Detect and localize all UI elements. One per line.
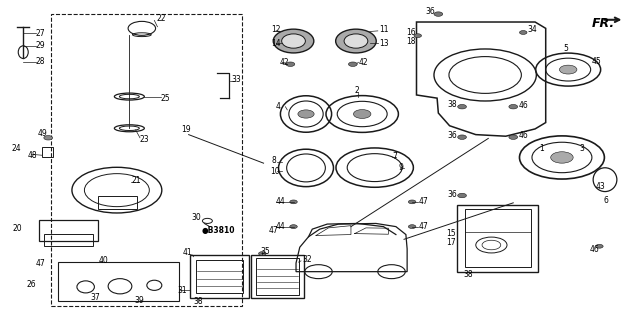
Text: 39: 39 [134,296,144,305]
Ellipse shape [282,34,305,48]
Text: 8: 8 [271,156,277,165]
Circle shape [520,31,527,34]
Text: 37: 37 [90,292,100,301]
Circle shape [286,62,295,67]
Text: 2: 2 [354,86,359,95]
Circle shape [509,105,518,109]
Text: 15: 15 [446,229,456,238]
Bar [457,205,538,272]
Text: 49: 49 [38,129,48,138]
Bar [190,255,249,298]
Text: 3: 3 [579,144,584,153]
Text: 47: 47 [418,197,428,206]
Circle shape [290,200,297,204]
Bar [465,210,530,267]
Ellipse shape [273,29,314,53]
Text: 25: 25 [161,94,170,103]
Text: ●B3810: ●B3810 [201,226,234,235]
Text: 38: 38 [448,100,457,109]
Text: 9: 9 [398,164,403,172]
Text: 45: 45 [591,57,601,66]
Text: 22: 22 [156,14,166,23]
Text: 34: 34 [527,25,537,34]
Bar [51,14,242,306]
Text: 31: 31 [177,285,187,295]
Text: 11: 11 [379,25,389,35]
Text: 47: 47 [268,226,278,235]
Text: 13: 13 [379,39,389,48]
Text: FR.: FR. [591,17,614,30]
Text: 20: 20 [13,224,22,233]
Circle shape [509,135,518,140]
Ellipse shape [335,29,376,53]
Text: 46: 46 [519,131,528,140]
Text: 33: 33 [231,75,241,84]
Text: 6: 6 [604,196,609,205]
Bar [256,258,298,295]
Circle shape [349,62,357,67]
Text: 21: 21 [131,176,140,185]
Text: 26: 26 [26,280,36,289]
Bar [39,220,98,241]
Text: 46: 46 [519,101,528,110]
Text: 7: 7 [392,152,397,161]
Bar [42,147,53,157]
Circle shape [408,225,416,228]
Text: 19: 19 [181,125,191,134]
Circle shape [596,244,603,248]
Text: 16: 16 [406,28,416,37]
Text: 1: 1 [539,144,544,153]
Text: 4: 4 [276,102,281,111]
Text: 32: 32 [302,255,312,264]
Text: 29: 29 [36,41,45,50]
Text: 35: 35 [260,247,270,256]
Text: 44: 44 [276,222,286,231]
Text: 47: 47 [418,222,428,231]
Circle shape [458,193,466,198]
Text: 36: 36 [426,7,436,16]
Text: 18: 18 [406,36,415,45]
Text: 24: 24 [11,144,21,153]
Circle shape [44,136,53,140]
Text: 36: 36 [447,190,457,199]
Bar [251,255,304,298]
Text: 42: 42 [359,58,368,67]
Bar [58,261,179,301]
Text: 46: 46 [589,245,599,254]
Bar [196,260,243,293]
Circle shape [559,65,577,74]
Text: 27: 27 [36,28,45,38]
Text: 38: 38 [463,270,473,279]
Text: 30: 30 [192,212,201,222]
Text: 12: 12 [271,25,281,35]
Text: 28: 28 [36,57,45,66]
Circle shape [551,152,573,163]
Circle shape [458,135,466,140]
Text: 40: 40 [99,256,108,265]
Circle shape [290,225,297,228]
Circle shape [458,105,466,109]
Bar [44,234,93,246]
Ellipse shape [344,34,368,48]
Text: 5: 5 [563,44,568,53]
Text: 14: 14 [271,39,282,48]
Circle shape [258,252,266,255]
Text: 41: 41 [182,248,192,258]
Circle shape [298,110,314,118]
Text: 43: 43 [596,182,606,191]
Text: 23: 23 [140,135,150,144]
Text: 36: 36 [448,131,458,140]
Text: 48: 48 [28,151,37,160]
Circle shape [414,34,421,37]
Circle shape [434,12,443,16]
Circle shape [354,109,371,118]
Text: 42: 42 [279,58,289,67]
Text: 47: 47 [36,259,46,268]
Circle shape [408,200,416,204]
Text: 17: 17 [446,238,456,247]
Text: 10: 10 [270,167,280,176]
Bar [98,196,137,209]
Text: 44: 44 [276,197,286,206]
Text: 38: 38 [194,297,203,306]
